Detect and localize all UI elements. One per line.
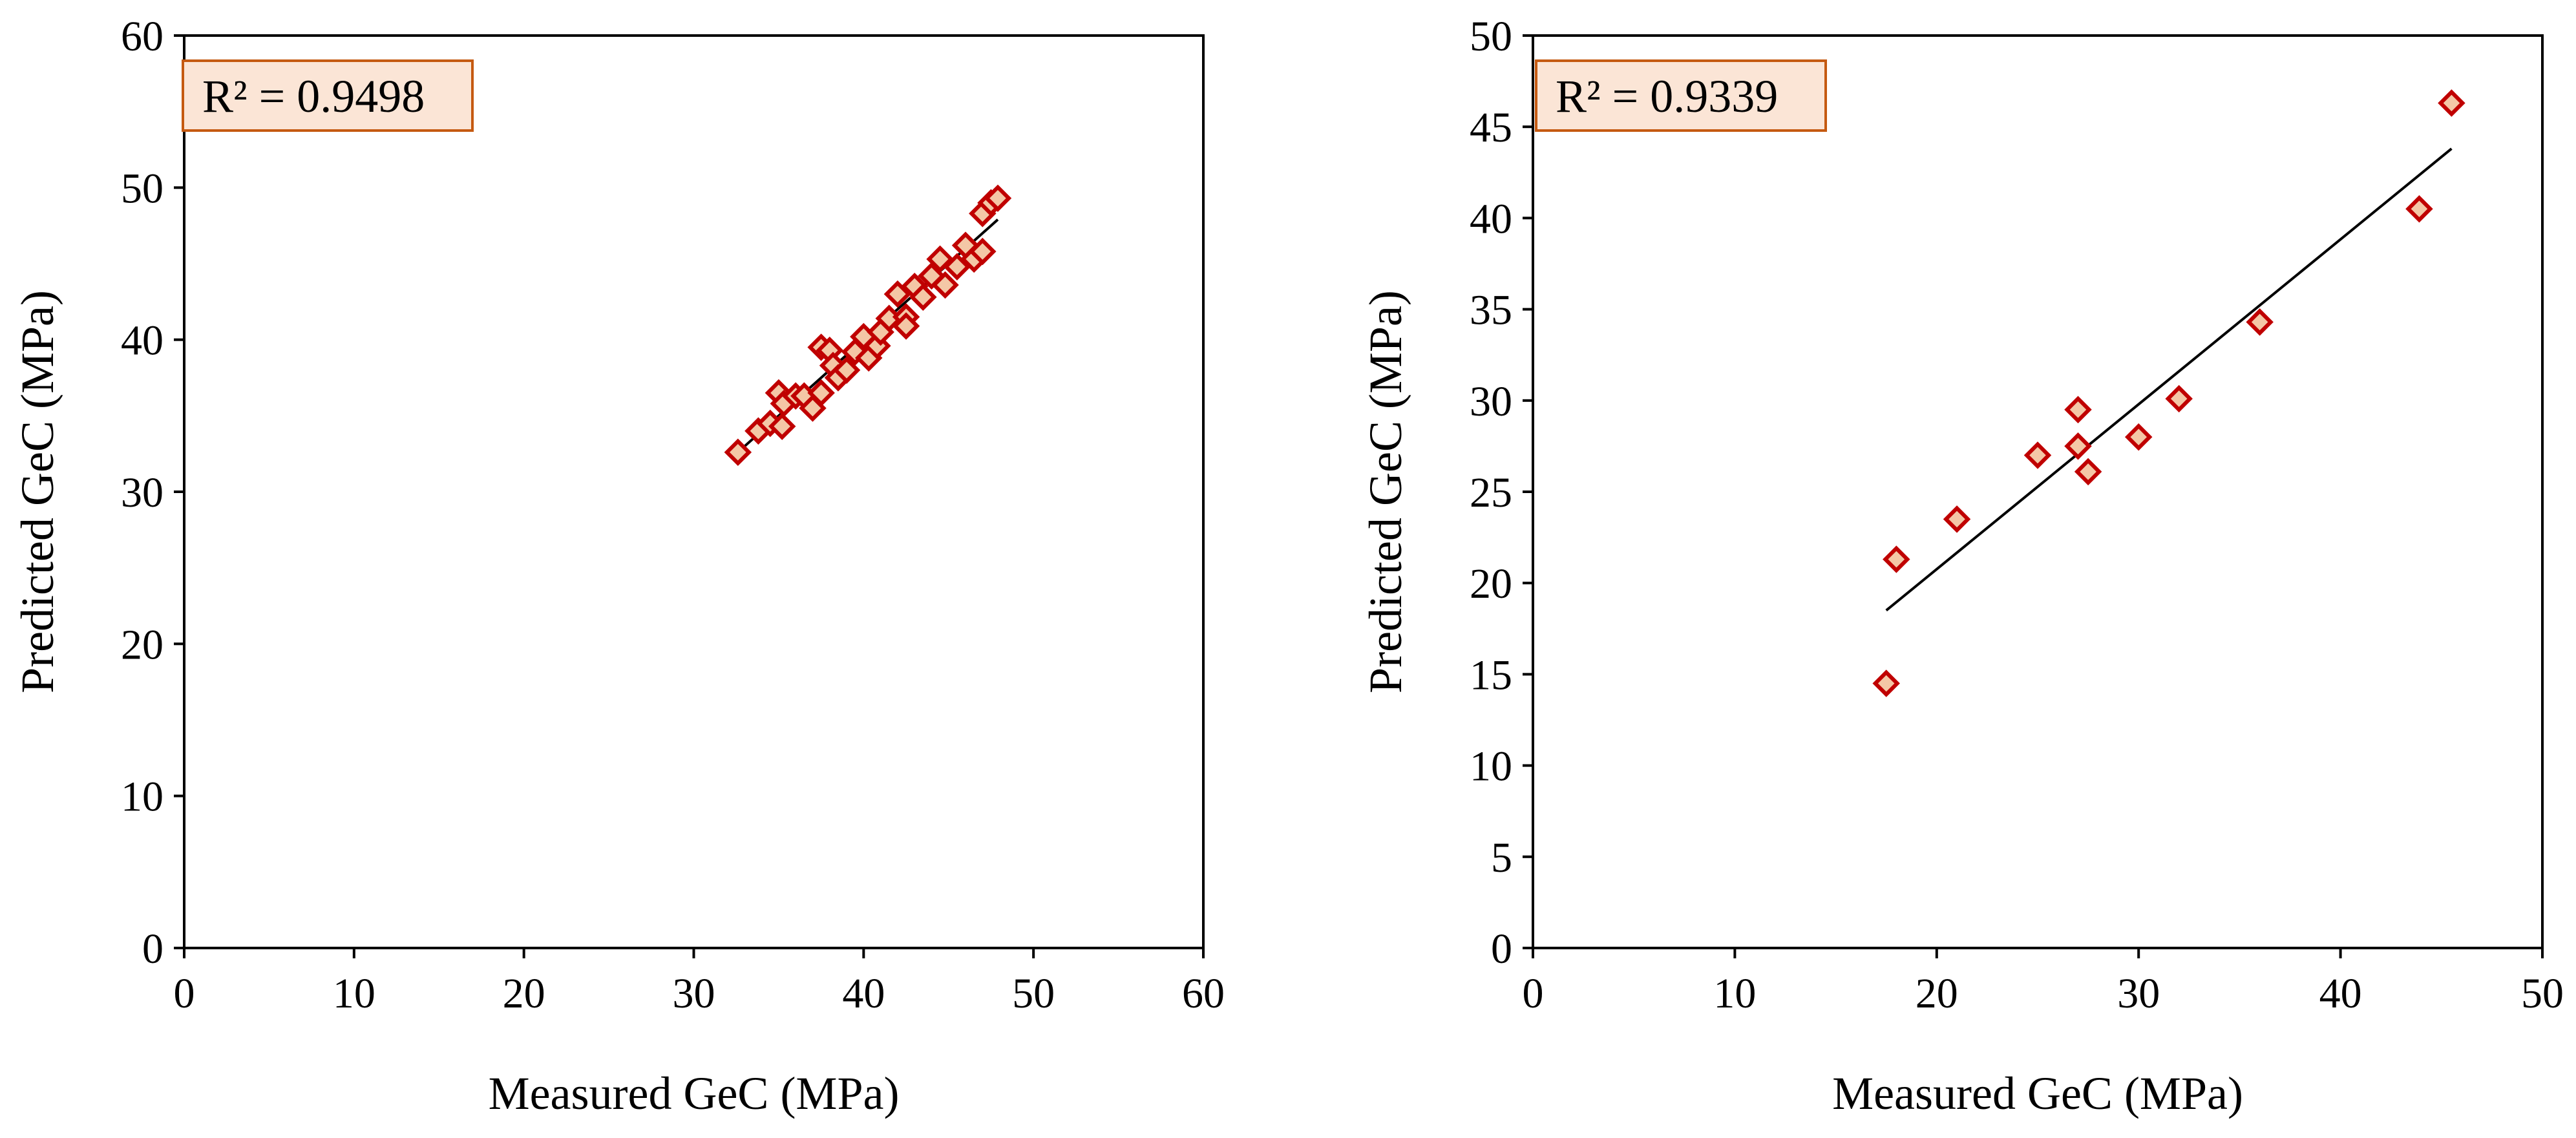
- data-point: [832, 356, 861, 384]
- data-point: [931, 271, 959, 299]
- y-tick-label: 50: [1470, 13, 1512, 60]
- y-tick-label: 0: [1491, 925, 1512, 973]
- data-point: [724, 438, 752, 467]
- x-tick-label: 60: [1182, 970, 1225, 1017]
- y-tick-label: 45: [1470, 104, 1512, 151]
- x-tick-label: 20: [1916, 970, 1958, 1017]
- data-point: [909, 283, 937, 311]
- y-tick-label: 10: [121, 774, 164, 821]
- y-tick-label: 30: [1470, 378, 1512, 425]
- x-tick-label: 40: [2319, 970, 2362, 1017]
- chart-right: 0 5 10 15 20 25 30 35 40 45 50 0 10 20 30 40 50 Measured …: [1360, 13, 2564, 1119]
- x-tick-label: 20: [503, 970, 545, 1017]
- y-tick-label: 0: [142, 925, 164, 973]
- y-tick-label: 20: [1470, 560, 1512, 607]
- x-tick-label: 30: [673, 970, 715, 1017]
- y-tick-label: 40: [121, 317, 164, 364]
- data-point: [2023, 441, 2052, 469]
- y-tick-label: 50: [121, 165, 164, 212]
- y-tick-label: 15: [1470, 651, 1512, 699]
- y-tick-label: 35: [1470, 287, 1512, 334]
- r-squared-box: [182, 59, 474, 132]
- x-tick-label: 0: [1523, 970, 1544, 1017]
- y-tick-label: 30: [121, 469, 164, 516]
- data-point: [2124, 423, 2153, 451]
- x-tick-label: 50: [1012, 970, 1055, 1017]
- x-axis-title: Measured GeC (MPa): [1832, 1068, 2243, 1119]
- r-squared-label: R² = 0.9339: [1556, 70, 1778, 122]
- x-tick-label: 40: [842, 970, 885, 1017]
- x-axis-title: Measured GeC (MPa): [489, 1068, 900, 1119]
- data-point: [2246, 308, 2274, 336]
- x-tick-label: 50: [2521, 970, 2564, 1017]
- x-tick-label: 10: [1713, 970, 1756, 1017]
- r-squared-label: R² = 0.9498: [202, 70, 425, 122]
- data-point: [2165, 385, 2193, 413]
- x-tick-label: 30: [2117, 970, 2160, 1017]
- data-point: [768, 412, 796, 441]
- chart-left: 0 10 20 30 40 50 60 0 10 20 30 40 50 60 Measured GeC (…: [12, 13, 1225, 1119]
- data-point: [807, 379, 835, 407]
- data-point: [2074, 458, 2102, 486]
- data-point: [2064, 432, 2092, 460]
- data-point: [1883, 545, 1910, 573]
- data-point: [2064, 395, 2092, 424]
- y-tick-label: 10: [1470, 743, 1512, 790]
- x-tick-label: 10: [333, 970, 375, 1017]
- data-point: [984, 184, 1012, 213]
- y-tick-label: 25: [1470, 469, 1512, 516]
- y-tick-label: 20: [121, 621, 164, 668]
- x-tick-label: 0: [174, 970, 195, 1017]
- data-point: [2405, 195, 2433, 223]
- y-tick-label: 60: [121, 13, 164, 60]
- data-point: [892, 312, 920, 340]
- plot-frame: [1532, 34, 2544, 949]
- data-point: [969, 237, 997, 266]
- plot-frame: [183, 34, 1205, 949]
- data-point: [1872, 669, 1900, 697]
- y-axis-title: Predicted GeC (MPa): [12, 290, 63, 693]
- trendline: [1885, 147, 2453, 612]
- data-point: [2438, 89, 2465, 117]
- r-squared-box: [1535, 59, 1827, 132]
- y-tick-label: 5: [1491, 834, 1512, 881]
- y-tick-label: 40: [1470, 195, 1512, 242]
- y-axis-title: Predicted GeC (MPa): [1360, 290, 1411, 693]
- data-point: [1943, 505, 1971, 533]
